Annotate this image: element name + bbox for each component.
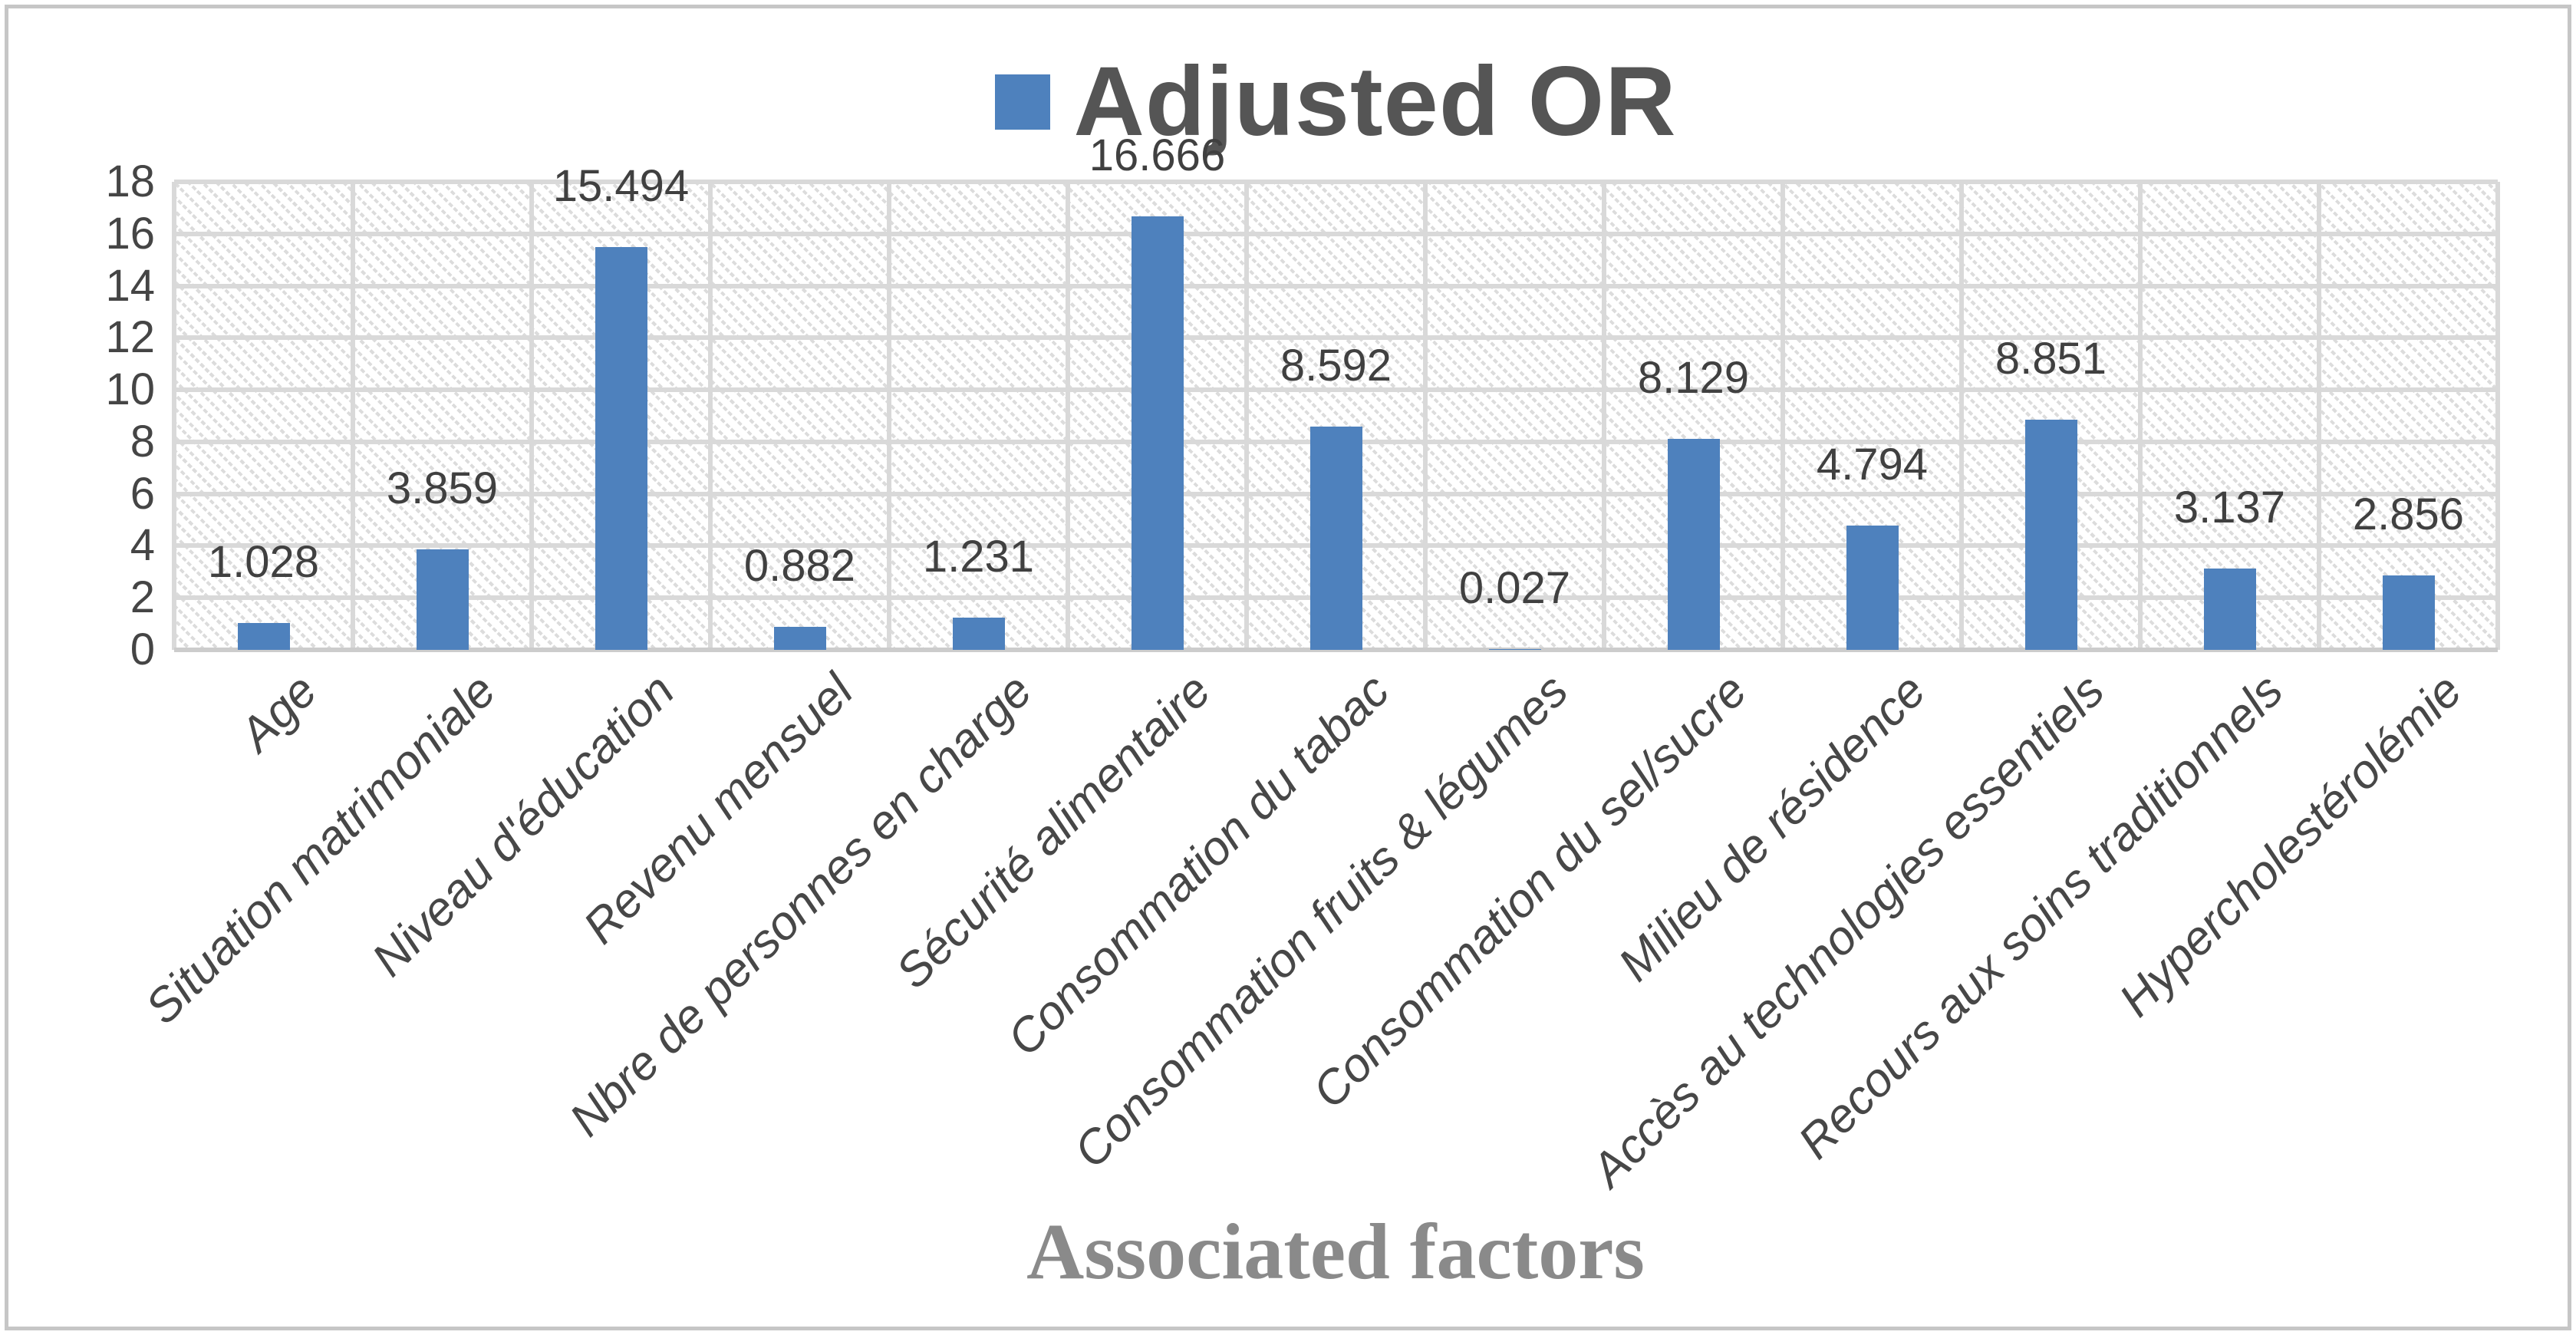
data-label-10: 4.794 — [1816, 439, 1929, 490]
gridline-y-16 — [174, 231, 2498, 236]
y-tick-label-16: 16 — [105, 208, 155, 259]
gridline-x-0 — [172, 182, 176, 650]
bar-2 — [416, 549, 469, 650]
gridline-x-3 — [708, 182, 713, 650]
legend-label: Adjusted OR — [1073, 47, 1677, 157]
data-label-8: 0.027 — [1458, 563, 1571, 613]
data-label-1: 1.028 — [207, 537, 320, 588]
data-label-3: 15.494 — [552, 160, 690, 211]
y-tick-label-12: 12 — [105, 312, 155, 363]
y-tick-label-10: 10 — [105, 364, 155, 415]
legend-swatch-adjusted-or — [995, 74, 1051, 130]
bar-3 — [595, 246, 647, 650]
bar-9 — [1667, 438, 1720, 650]
y-tick-label-14: 14 — [105, 260, 155, 311]
data-label-4: 0.882 — [743, 541, 856, 592]
bar-6 — [1131, 216, 1184, 650]
data-label-6: 16.666 — [1089, 130, 1226, 181]
bar-10 — [1846, 525, 1899, 650]
data-label-7: 8.592 — [1280, 340, 1392, 391]
y-tick-label-8: 8 — [130, 416, 155, 466]
gridline-y-18 — [174, 180, 2498, 184]
bar-11 — [2024, 420, 2077, 650]
gridline-y-12 — [174, 335, 2498, 341]
data-label-2: 3.859 — [386, 463, 499, 514]
bar-13 — [2382, 575, 2435, 650]
gridline-x-7 — [1423, 182, 1428, 650]
x-axis-title: Associated factors — [1026, 1208, 1645, 1296]
gridline-x-13 — [2495, 182, 2500, 650]
data-label-11: 8.851 — [1995, 334, 2107, 384]
bar-7 — [1309, 426, 1362, 650]
data-label-12: 3.137 — [2173, 482, 2286, 532]
bar-8 — [1488, 649, 1541, 650]
bar-4 — [773, 627, 826, 650]
y-tick-label-2: 2 — [130, 572, 155, 623]
gridline-x-12 — [2317, 182, 2321, 650]
gridline-x-9 — [1780, 182, 1785, 650]
bar-1 — [237, 623, 290, 650]
data-label-9: 8.129 — [1637, 352, 1750, 403]
x-axis-line — [174, 648, 2498, 652]
y-tick-label-6: 6 — [130, 468, 155, 519]
gridline-x-4 — [887, 182, 891, 650]
bar-12 — [2203, 568, 2256, 650]
gridline-x-10 — [1959, 182, 1964, 650]
data-label-13: 2.856 — [2352, 490, 2465, 540]
y-tick-label-0: 0 — [130, 625, 155, 674]
y-tick-label-4: 4 — [130, 520, 155, 571]
gridline-x-11 — [2138, 182, 2143, 650]
gridline-x-8 — [1602, 182, 1606, 650]
gridline-y-14 — [174, 283, 2498, 288]
gridline-x-1 — [351, 182, 355, 650]
legend: Adjusted OR — [174, 42, 2498, 161]
gridline-x-2 — [529, 182, 534, 650]
plot-area: 1.028 3.859 15.494 0.882 1.231 16.666 8.592 0.0… — [172, 134, 2500, 652]
gridline-y-10 — [174, 387, 2498, 393]
bar-5 — [952, 618, 1005, 650]
gridline-x-6 — [1244, 182, 1249, 650]
gridline-x-5 — [1066, 182, 1070, 650]
y-tick-label-18: 18 — [105, 157, 155, 206]
data-label-5: 1.231 — [922, 532, 1035, 582]
